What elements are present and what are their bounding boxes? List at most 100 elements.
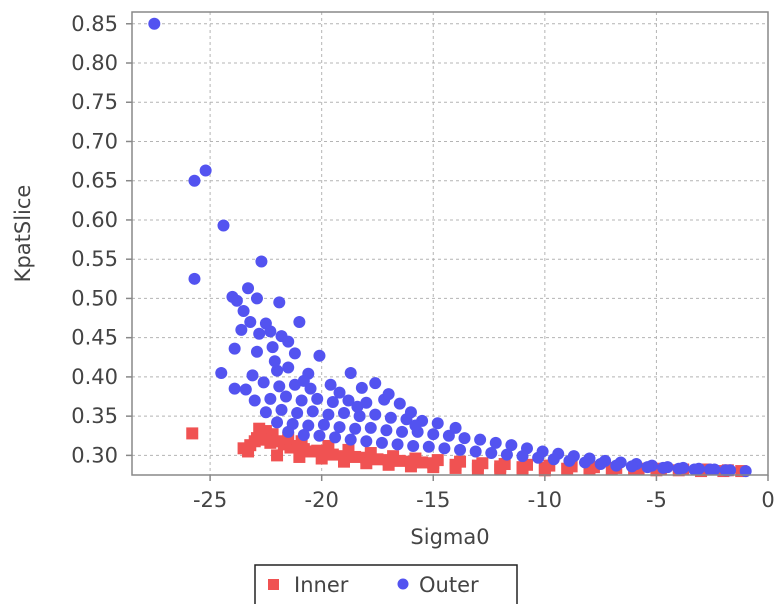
y-tick-label: 0.40 (71, 365, 118, 389)
data-point-outer (264, 325, 277, 338)
data-point-outer (364, 421, 377, 434)
data-point-inner (476, 457, 489, 470)
data-point-outer (266, 341, 279, 354)
data-point-outer (610, 459, 623, 472)
legend-box (254, 564, 518, 604)
x-tick-label: 0 (761, 488, 774, 512)
data-point-outer (295, 394, 308, 407)
data-point-outer (349, 422, 362, 435)
data-point-outer (273, 380, 286, 393)
data-point-outer (304, 382, 317, 395)
data-point-outer (338, 407, 350, 420)
data-point-inner (387, 450, 400, 463)
y-tick-label: 0.70 (71, 129, 118, 153)
data-point-outer (148, 17, 161, 30)
data-point-outer (253, 327, 266, 340)
data-point-outer (458, 432, 471, 445)
x-tick-label: -10 (528, 488, 562, 512)
data-point-outer (188, 272, 201, 285)
data-point-outer (215, 366, 228, 379)
data-point-outer (404, 406, 417, 419)
data-point-inner (242, 445, 255, 458)
data-point-outer (306, 405, 319, 418)
data-point-inner (409, 452, 422, 465)
legend-label-outer: Outer (419, 573, 479, 597)
data-point-outer (422, 440, 435, 453)
data-point-outer (427, 428, 440, 441)
data-point-outer (282, 361, 295, 374)
data-point-inner (186, 427, 199, 440)
data-point-outer (313, 429, 326, 442)
y-tick-label: 0.45 (71, 326, 118, 350)
data-point-outer (719, 464, 732, 477)
x-tick-label: -25 (193, 488, 227, 512)
data-point-inner (342, 443, 355, 456)
data-point-outer (500, 448, 513, 461)
data-point-outer (442, 429, 455, 442)
data-point-outer (275, 403, 288, 416)
data-point-outer (199, 164, 212, 177)
data-point-outer (563, 454, 576, 467)
data-point-inner (271, 449, 284, 462)
data-point-outer (579, 456, 592, 469)
y-axis-label: KpatSlice (11, 185, 35, 283)
data-point-outer (230, 294, 243, 307)
data-point-outer (369, 377, 382, 390)
data-point-inner (454, 455, 467, 468)
data-point-outer (351, 400, 364, 413)
y-tick-label: 0.55 (71, 247, 118, 271)
data-point-outer (324, 378, 337, 391)
data-point-outer (641, 461, 654, 474)
data-point-outer (311, 392, 324, 405)
x-tick-label: -5 (646, 488, 667, 512)
data-point-outer (282, 425, 295, 438)
data-point-inner (431, 454, 444, 467)
data-point-outer (449, 421, 462, 434)
data-point-inner (338, 455, 350, 468)
data-point-outer (380, 424, 393, 437)
data-point-outer (438, 442, 451, 455)
data-point-outer (217, 219, 230, 232)
data-point-inner (293, 450, 306, 463)
data-point-outer (322, 408, 335, 421)
data-point-outer (594, 458, 607, 471)
data-point-outer (391, 438, 404, 451)
data-point-outer (369, 408, 382, 421)
data-point-outer (279, 390, 292, 403)
data-point-outer (264, 392, 277, 405)
data-point-outer (431, 417, 444, 430)
data-point-outer (333, 421, 346, 434)
data-point-outer (257, 376, 270, 389)
series-outer (148, 17, 752, 478)
y-tick-label: 0.75 (71, 90, 118, 114)
legend: Inner Outer (254, 564, 518, 604)
data-point-inner (322, 439, 335, 452)
data-point-outer (271, 416, 284, 429)
data-point-outer (288, 347, 301, 360)
data-point-outer (625, 460, 638, 473)
data-point-outer (360, 435, 373, 448)
y-tick-label: 0.80 (71, 51, 118, 75)
data-point-outer (255, 255, 268, 268)
data-point-outer (353, 410, 366, 423)
data-point-outer (333, 386, 346, 399)
data-point-outer (246, 369, 259, 382)
data-point-outer (703, 463, 716, 476)
data-point-outer (672, 462, 685, 475)
data-point-outer (268, 355, 281, 368)
x-tick-label: -15 (416, 488, 450, 512)
data-point-outer (297, 428, 310, 441)
y-tick-label: 0.30 (71, 443, 118, 467)
data-point-outer (407, 439, 420, 452)
data-point-outer (454, 443, 467, 456)
legend-marker-inner (268, 579, 279, 590)
data-point-outer (235, 323, 248, 336)
data-point-outer (297, 374, 310, 387)
y-tick-label: 0.35 (71, 404, 118, 428)
y-tick-label: 0.85 (71, 12, 118, 36)
data-points (148, 17, 752, 478)
data-point-outer (291, 407, 304, 420)
data-point-outer (259, 406, 272, 419)
data-point-outer (326, 396, 339, 409)
data-point-outer (248, 394, 261, 407)
